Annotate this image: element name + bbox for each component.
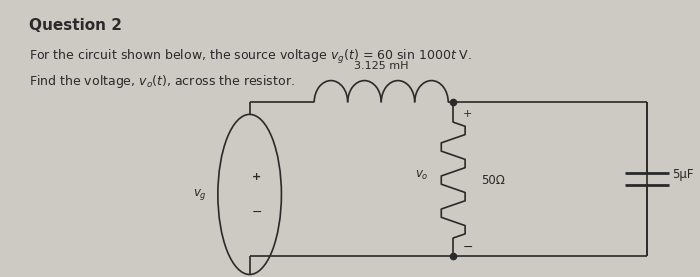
- Text: $v_o$: $v_o$: [414, 169, 428, 182]
- Text: 5μF: 5μF: [672, 168, 693, 181]
- Text: 3.125 mH: 3.125 mH: [354, 61, 409, 71]
- Text: For the circuit shown below, the source voltage $v_g(t)$ = 60 sin 1000$t$ V.: For the circuit shown below, the source …: [29, 48, 472, 66]
- Text: −: −: [251, 206, 262, 219]
- Text: 50Ω: 50Ω: [481, 174, 505, 187]
- Text: Question 2: Question 2: [29, 18, 122, 33]
- Text: Find the voltage, $v_o(t)$, across the resistor.: Find the voltage, $v_o(t)$, across the r…: [29, 73, 295, 90]
- Text: $v_g$: $v_g$: [193, 187, 207, 202]
- Text: −: −: [463, 241, 474, 254]
- Text: +: +: [463, 109, 473, 119]
- Text: +: +: [252, 172, 261, 182]
